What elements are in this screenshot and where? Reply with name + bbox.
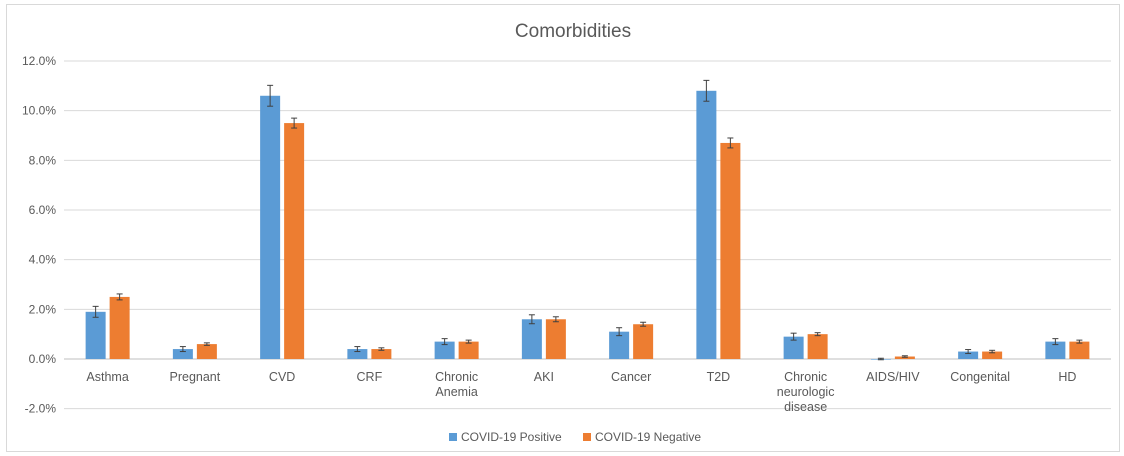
legend-swatch [449,433,457,441]
error-bar [116,293,123,301]
x-tick-label: Congenital [950,370,1010,384]
x-tick-label: Pregnant [170,370,221,384]
error-bar [179,346,186,353]
y-axis: 12.0% 10.0% 8.0% 6.0% 4.0% 2.0% 0.0% -2.0% [22,54,56,416]
error-bar [901,355,908,358]
bar [609,331,630,359]
legend-label: COVID-19 Positive [461,430,562,444]
error-bar [1052,338,1059,346]
legend-swatch [583,433,591,441]
legend-item: COVID-19 Negative [583,430,701,444]
error-bar [703,79,710,102]
bar [545,319,566,359]
bar [633,324,654,359]
bar [958,351,979,359]
error-bar [640,321,647,327]
error-bar [989,349,996,354]
x-tick-label: Cancer [611,370,651,384]
error-bar [267,84,274,107]
error-bar [814,332,821,337]
x-tick-label: T2D [707,370,731,384]
bar [284,123,305,359]
error-bar [552,316,559,323]
y-tick-label: 8.0% [29,153,57,167]
error-bar [1076,339,1083,344]
bar [807,334,828,359]
bar [783,336,804,359]
bar [371,349,392,359]
error-bar [790,332,797,341]
bar [109,296,130,359]
bar [85,311,106,359]
x-tick-label: Asthma [86,370,128,384]
x-tick-label: CVD [269,370,295,384]
error-bar [354,346,361,353]
x-tick-label: HD [1058,370,1076,384]
legend-label: COVID-19 Negative [595,430,701,444]
error-bar [528,314,535,325]
bar [458,341,479,359]
error-bar [203,342,210,346]
error-bar [465,339,472,344]
bar-chart: Comorbidities 12.0% 10.0% 8.0% 6.0% 4.0% 2.0%… [22,21,1111,444]
error-bar [965,349,972,355]
error-bar [877,357,884,361]
bar [720,142,741,359]
legend-item: COVID-19 Positive [449,430,562,444]
legend: COVID-19 Positive COVID-19 Negative [449,430,701,444]
bar [1069,341,1090,359]
chart-frame: Comorbidities 12.0% 10.0% 8.0% 6.0% 4.0% 2.0%… [6,4,1120,452]
x-tick-label: Chronic Anemia [435,370,478,399]
x-axis: Asthma Pregnant CVD CRF Chronic Anemia AKI Canc… [86,370,1076,414]
bar [434,341,455,359]
error-bar [616,327,623,337]
bar [696,90,717,360]
y-tick-label: 0.0% [29,352,57,366]
error-bar [441,338,448,346]
y-tick-label: 10.0% [22,104,56,118]
x-tick-label: CRF [357,370,383,384]
x-tick-label: AIDS/HIV [866,370,920,384]
error-bar [92,305,99,318]
bar [982,351,1003,359]
bars [85,79,1090,361]
y-tick-label: 6.0% [29,203,57,217]
error-bar [291,117,298,129]
gridlines [64,60,1111,410]
y-tick-label: 4.0% [29,253,57,267]
y-tick-label: 12.0% [22,54,56,68]
bar [521,319,542,359]
bar [196,344,217,359]
chart-title: Comorbidities [515,21,631,42]
bar [347,349,368,359]
bar [260,95,281,360]
y-tick-label: 2.0% [29,302,57,316]
bar [1045,341,1066,359]
y-tick-label: -2.0% [25,402,57,416]
x-tick-label: Chronic neurologic disease [777,370,835,414]
x-tick-label: AKI [534,370,554,384]
bar [172,349,193,359]
error-bar [378,347,385,351]
error-bar [727,137,734,149]
